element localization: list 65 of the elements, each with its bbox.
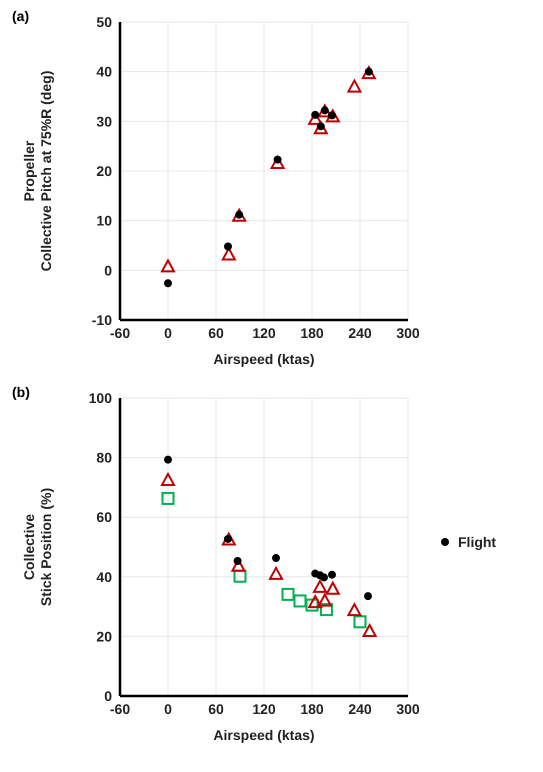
x-axis-title: Airspeed (ktas) [213,727,315,743]
x-tick-label: 180 [300,324,324,341]
point [362,624,377,638]
y-tick-label: 50 [96,14,112,30]
x-tick-label: 60 [208,324,224,341]
point [326,582,340,595]
point [270,156,285,170]
y-tick-label: 20 [96,162,112,179]
y-tick-label: 40 [96,568,112,585]
x-tick-label: 180 [300,700,324,717]
point [328,570,336,579]
point [326,109,340,122]
point [162,492,174,505]
point [347,603,362,616]
point [306,598,318,612]
legend-label: Flight [458,534,496,550]
x-tick-label: 240 [348,324,372,341]
x-tick-label: 300 [396,700,420,717]
chart-title: (b) [12,384,30,400]
x-tick-label: -60 [110,324,130,341]
point [308,595,322,608]
y-tick-label: 60 [96,509,112,526]
point [164,456,172,464]
point [314,121,328,134]
point [222,532,236,546]
point [272,554,280,562]
y-tick-label: 40 [96,64,112,80]
y-tick-label: 0 [104,688,112,704]
y-tick-label: -10 [92,312,112,328]
point [269,566,283,580]
y-tick-label: 20 [96,628,112,644]
point [224,242,232,250]
point [294,594,306,608]
point [234,570,246,583]
chart-title: (a) [12,8,30,24]
point [320,603,333,616]
point [161,472,175,486]
x-tick-label: 0 [164,324,172,341]
y-tick-label: 100 [88,390,112,406]
x-tick-label: -60 [110,700,130,717]
point [364,592,372,600]
point [232,208,246,222]
y-tick-label: 0 [104,262,112,278]
point [318,594,332,607]
x-axis-title: Airspeed (ktas) [213,351,315,367]
point [362,66,376,80]
point [313,580,327,593]
point [347,80,362,93]
point [320,573,328,582]
point [282,588,294,601]
x-tick-label: 120 [252,324,276,341]
point [164,279,172,288]
point [234,557,242,566]
point [161,259,175,272]
x-tick-label: 0 [164,700,172,717]
point [354,615,366,628]
y-axis-title: Collective Stick Position (%) [21,488,54,606]
x-tick-label: 300 [396,324,420,341]
y-axis-title: Propeller Collective Pitch at 75%R (deg) [21,70,54,272]
y-tick-label: 80 [96,450,112,466]
x-tick-label: 60 [208,700,224,717]
x-tick-label: 120 [252,700,276,717]
x-tick-label: 240 [348,700,372,717]
y-tick-label: 30 [96,113,112,130]
y-tick-label: 10 [96,212,112,229]
